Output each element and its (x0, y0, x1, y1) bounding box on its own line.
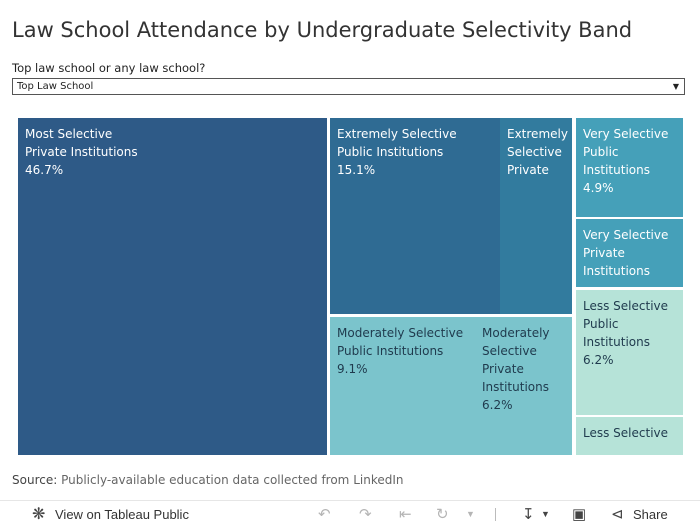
refresh-icon[interactable]: ↻ (436, 506, 449, 523)
treemap-cell-label: Less Selective Public Institutions (583, 299, 669, 349)
treemap-cell[interactable]: Very Selective Public Institutions 4.9% (576, 118, 683, 217)
filter-selected-value: Top Law School (17, 81, 94, 92)
treemap-cell-label: Less Selective (583, 426, 669, 440)
refresh-dropdown-icon[interactable]: ▼ (466, 509, 475, 519)
treemap-cell[interactable]: Less Selective Public Institutions 6.2% (576, 290, 683, 415)
page-title: Law School Attendance by Undergraduate S… (12, 18, 633, 42)
undo-icon[interactable]: ↶ (318, 506, 331, 523)
source-text: Publicly-available education data collec… (61, 473, 404, 487)
treemap-cell[interactable]: Most Selective Private Institutions 46.7% (18, 118, 327, 455)
download-dropdown-icon[interactable]: ▼ (541, 509, 550, 519)
toolbar-divider (495, 508, 496, 521)
treemap-cell[interactable]: Less Selective (576, 417, 683, 455)
treemap-cell-label: Moderately Selective Public Institutions (337, 326, 464, 358)
download-icon[interactable]: ↧ (522, 506, 535, 523)
treemap-cell[interactable]: Very Selective Private Institutions (576, 219, 683, 287)
treemap-cell-label: Most Selective Private Institutions (25, 127, 138, 159)
revert-icon[interactable]: ⇤ (399, 506, 412, 523)
redo-icon[interactable]: ↷ (359, 506, 372, 523)
treemap-cell-value: 9.1% (337, 362, 368, 376)
treemap-cell-value: 15.1% (337, 163, 376, 177)
share-button[interactable]: Share (633, 507, 668, 522)
fullscreen-icon[interactable]: ▣ (572, 506, 587, 523)
treemap-cell[interactable]: Moderately Selective Public Institutions… (330, 317, 475, 455)
law-school-filter-dropdown[interactable]: Top Law School ▼ (12, 78, 685, 95)
treemap-cell-value: 6.2% (482, 398, 513, 412)
dropdown-arrow-icon[interactable]: ▼ (672, 82, 679, 91)
treemap-cell[interactable]: Moderately Selective Private Institution… (475, 317, 572, 455)
treemap-cell-label: Extremely Selective Private (507, 127, 568, 177)
view-on-tableau-public-link[interactable]: View on Tableau Public (55, 507, 189, 522)
source-key: Source: (12, 473, 58, 487)
share-icon[interactable]: ⊲ (611, 506, 624, 523)
filter-label: Top law school or any law school? (12, 61, 206, 75)
treemap-cell-label: Moderately Selective Private Institution… (482, 326, 550, 394)
treemap-cell-value: 6.2% (583, 353, 614, 367)
treemap-cell-label: Very Selective Private Institutions (583, 228, 669, 278)
tableau-logo-icon[interactable]: ❋ (32, 506, 46, 523)
treemap-cell-value: 46.7% (25, 163, 64, 177)
tableau-toolbar: ❋ View on Tableau Public ↶ ↷ ⇤ ↻ ▼ ↧ ▼ ▣… (0, 500, 700, 528)
treemap-cell-label: Extremely Selective Public Institutions (337, 127, 457, 159)
treemap-cell[interactable]: Extremely Selective Private (500, 118, 572, 314)
treemap-cell[interactable]: Extremely Selective Public Institutions 1… (330, 118, 500, 314)
source-note: Source: Publicly-available education dat… (12, 473, 403, 487)
treemap-cell-value: 4.9% (583, 181, 614, 195)
treemap-cell-label: Very Selective Public Institutions (583, 127, 669, 177)
